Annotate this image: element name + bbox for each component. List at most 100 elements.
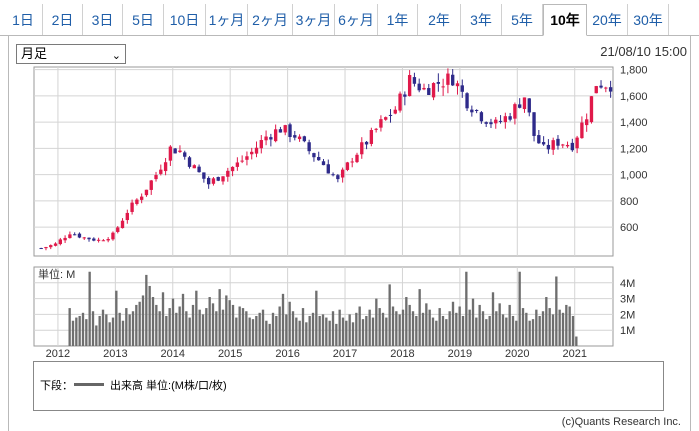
tab-2日[interactable]: 2日 [43, 4, 83, 35]
volume-bar [288, 301, 291, 346]
tab-1年[interactable]: 1年 [378, 4, 418, 35]
volume-bar [178, 306, 181, 346]
tab-5日[interactable]: 5日 [123, 4, 164, 35]
tab-30年[interactable]: 30年 [628, 4, 669, 35]
volume-bar [265, 320, 268, 346]
candle-body [599, 85, 603, 88]
volume-bar [121, 320, 125, 346]
volume-bar [71, 320, 75, 346]
candle-body [307, 142, 311, 152]
volume-bar [285, 314, 288, 346]
volume-bar [381, 312, 385, 346]
volume-bar [451, 301, 455, 346]
candle-body [297, 136, 302, 140]
volume-bar [455, 312, 458, 346]
candle-body [226, 170, 230, 177]
price-tick-label-1600: 1,600 [620, 91, 648, 103]
price-tick-label-1000: 1,000 [620, 170, 648, 182]
candle-body [498, 120, 503, 122]
volume-bar [305, 322, 308, 346]
tab-20年[interactable]: 20年 [587, 4, 628, 35]
candle-body [455, 83, 460, 87]
candle-body [374, 128, 378, 130]
tab-1日[interactable]: 1日 [4, 4, 43, 35]
volume-bar [438, 308, 441, 346]
candle-body [364, 141, 369, 145]
volume-bar [535, 309, 538, 346]
candle-body [273, 129, 278, 142]
x-tick-label-2020: 2020 [505, 348, 529, 360]
candle-body [58, 239, 62, 245]
volume-bar [225, 295, 228, 346]
candle-body [340, 169, 345, 178]
candle-body [317, 157, 321, 161]
candle-body [111, 232, 115, 240]
x-tick-label-2014: 2014 [161, 348, 185, 360]
volume-bar [171, 298, 175, 346]
candle-body [49, 245, 53, 248]
period-select[interactable]: 月足 ⌄ [16, 44, 126, 64]
volume-bar [525, 312, 528, 346]
candle-body [551, 140, 555, 150]
price-tick-label-1200: 1,200 [620, 143, 648, 155]
volume-bar [411, 311, 415, 346]
candle-body [484, 122, 488, 124]
candle-body [120, 220, 125, 229]
tab-3日[interactable]: 3日 [83, 4, 123, 35]
tab-1ヶ月[interactable]: 1ヶ月 [206, 4, 248, 35]
volume-bar [331, 311, 335, 346]
candle-body [288, 124, 292, 137]
volume-bar [571, 315, 575, 346]
volume-bar [341, 317, 345, 346]
candle-body [159, 169, 163, 174]
volume-bar [125, 308, 128, 346]
volume-bar [308, 315, 311, 346]
candle-body [206, 177, 211, 185]
volume-bar [281, 293, 285, 346]
candle-body [77, 233, 82, 238]
volume-bar [335, 323, 338, 346]
volume-bar [395, 311, 398, 346]
x-tick-label-2013: 2013 [103, 348, 127, 360]
candle-body [125, 212, 129, 221]
tab-5年[interactable]: 5年 [502, 4, 543, 35]
volume-bar [415, 315, 418, 346]
volume-bar [568, 306, 571, 346]
candle-body [293, 135, 297, 138]
candle-body [589, 96, 594, 123]
volume-bar [75, 317, 78, 346]
candle-body [39, 248, 43, 250]
tab-10年[interactable]: 10年 [543, 4, 587, 36]
volume-bar [168, 308, 171, 346]
volume-bar [468, 309, 471, 346]
volume-bar [211, 303, 215, 346]
tab-6ヶ月[interactable]: 6ヶ月 [335, 4, 378, 35]
volume-bar [551, 314, 555, 346]
volume-bar [81, 312, 85, 346]
volume-bar [355, 312, 358, 346]
volume-bar [321, 314, 325, 346]
volume-bar [361, 319, 365, 346]
tab-3年[interactable]: 3年 [461, 4, 502, 35]
candle-body [173, 148, 177, 154]
volume-bar [558, 309, 561, 346]
candle-body [254, 147, 259, 154]
candle-body [556, 138, 560, 146]
volume-bar [408, 304, 411, 346]
volume-bar [298, 320, 301, 346]
tab-2ヶ月[interactable]: 2ヶ月 [248, 4, 293, 35]
candle-body [269, 137, 273, 140]
volume-bar [471, 298, 475, 346]
tab-10日[interactable]: 10日 [164, 4, 206, 35]
candle-body [355, 154, 359, 163]
candle-body [187, 157, 192, 167]
volume-bar [88, 271, 91, 346]
candle-body [532, 112, 536, 136]
volume-bar [318, 315, 321, 346]
tab-2年[interactable]: 2年 [418, 4, 461, 35]
candle-body [230, 166, 235, 172]
candle-body [302, 136, 307, 142]
volume-bar [301, 308, 305, 346]
candle-body [283, 125, 287, 133]
tab-3ヶ月[interactable]: 3ヶ月 [293, 4, 335, 35]
